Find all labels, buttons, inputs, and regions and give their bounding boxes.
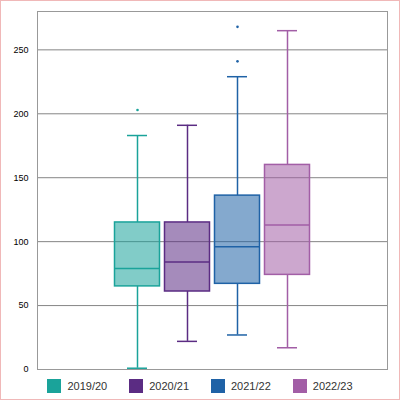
svg-text:150: 150 — [13, 173, 28, 183]
svg-text:0: 0 — [23, 364, 28, 373]
html-text:2021/22: 2021/22 — [231, 380, 271, 392]
svg-text:100: 100 — [13, 237, 28, 247]
html-text:2022/23: 2022/23 — [312, 380, 353, 392]
svg-text:200: 200 — [13, 109, 28, 119]
svg-text:250: 250 — [13, 45, 28, 55]
html-text:2020/21: 2020/21 — [149, 380, 189, 392]
svg-text:50: 50 — [18, 300, 28, 310]
html-text:2019/20: 2019/20 — [67, 380, 108, 392]
